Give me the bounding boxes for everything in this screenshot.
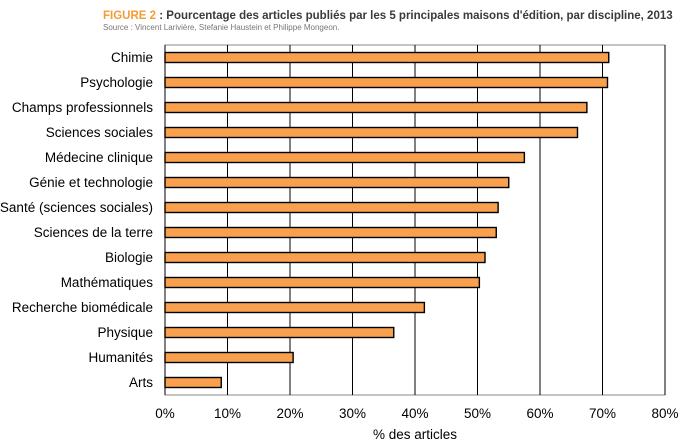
x-tick-label: 80%	[651, 406, 678, 421]
category-label: Santé (sciences sociales)	[0, 200, 153, 215]
category-label: Humanités	[88, 350, 153, 365]
chart-title: Pourcentage des articles publiés par les…	[166, 10, 673, 22]
x-tick-label: 70%	[589, 406, 616, 421]
bar	[164, 351, 294, 364]
bar	[164, 376, 222, 389]
category-label: Arts	[129, 375, 153, 390]
bar	[164, 101, 588, 114]
bar	[164, 51, 610, 64]
category-label: Psychologie	[80, 75, 153, 90]
category-label: Médecine clinique	[45, 150, 153, 165]
category-label: Mathématiques	[61, 275, 154, 290]
bar	[164, 126, 579, 139]
x-tick-label: 0%	[155, 406, 175, 421]
x-tick-label: 20%	[276, 406, 303, 421]
x-tick-label: 30%	[339, 406, 366, 421]
category-label: Physique	[97, 325, 153, 340]
bar	[164, 176, 510, 189]
bar	[164, 276, 481, 289]
chart-source: Source : Vincent Larivière, Stefanie Hau…	[103, 23, 340, 32]
bar	[164, 76, 609, 89]
x-tick-label: 10%	[214, 406, 241, 421]
x-tick-label: 50%	[464, 406, 491, 421]
x-tick-label: 40%	[401, 406, 428, 421]
category-label: Génie et technologie	[29, 175, 153, 190]
category-label: Sciences sociales	[46, 125, 154, 140]
figure-label: FIGURE 2	[103, 10, 157, 22]
bar	[164, 226, 497, 239]
x-tick-label: 60%	[526, 406, 553, 421]
title-separator: :	[156, 10, 167, 22]
bar	[164, 201, 499, 214]
bar	[164, 251, 486, 264]
bar	[164, 151, 526, 164]
chart-title-line: FIGURE 2 : Pourcentage des articles publ…	[103, 10, 693, 22]
bar	[164, 301, 426, 314]
category-label: Champs professionnels	[12, 100, 153, 115]
category-label: Biologie	[105, 250, 153, 265]
category-label: Sciences de la terre	[34, 225, 153, 240]
bar	[164, 326, 395, 339]
category-label: Chimie	[111, 50, 153, 65]
x-axis-title: % des articles	[373, 427, 457, 442]
chart-header: FIGURE 2 : Pourcentage des articles publ…	[103, 10, 693, 32]
category-label: Recherche biomédicale	[12, 300, 153, 315]
